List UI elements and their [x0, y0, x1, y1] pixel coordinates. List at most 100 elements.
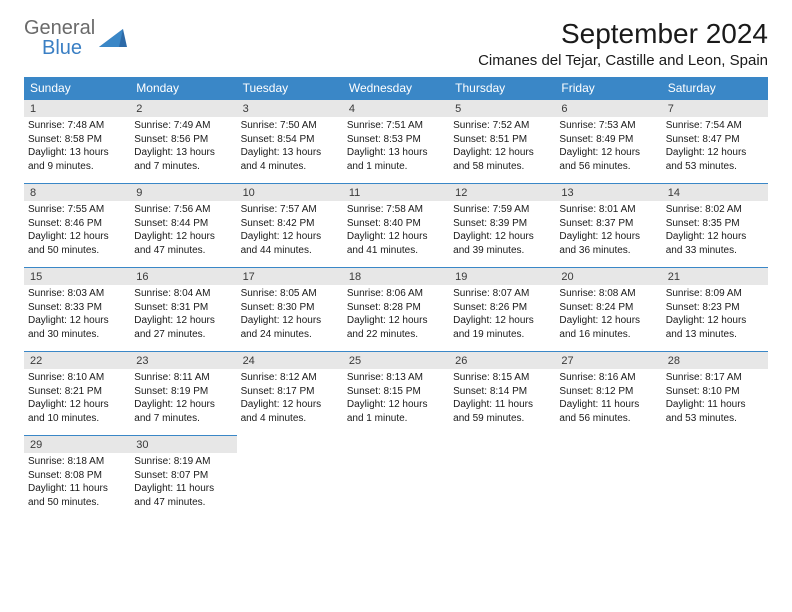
sunset-line: Sunset: 8:44 PM — [134, 217, 232, 231]
dow-cell: Wednesday — [343, 77, 449, 99]
dow-cell: Tuesday — [237, 77, 343, 99]
day-number-cell: 12 — [449, 183, 555, 201]
day-detail-cell: Sunrise: 8:17 AMSunset: 8:10 PMDaylight:… — [662, 369, 768, 435]
weeks-container: 1234567Sunrise: 7:48 AMSunset: 8:58 PMDa… — [24, 99, 768, 519]
sunset-line: Sunset: 8:31 PM — [134, 301, 232, 315]
sunrise-line: Sunrise: 8:18 AM — [28, 455, 126, 469]
location-subtitle: Cimanes del Tejar, Castille and Leon, Sp… — [478, 52, 768, 69]
sunrise-line: Sunrise: 7:51 AM — [347, 119, 445, 133]
day-detail-cell: Sunrise: 8:03 AMSunset: 8:33 PMDaylight:… — [24, 285, 130, 351]
day-number-cell: 9 — [130, 183, 236, 201]
day-number-cell: 4 — [343, 99, 449, 117]
day-detail-cell: Sunrise: 7:58 AMSunset: 8:40 PMDaylight:… — [343, 201, 449, 267]
day-detail-cell — [555, 453, 661, 519]
sunrise-line: Sunrise: 7:55 AM — [28, 203, 126, 217]
day-detail-cell: Sunrise: 7:48 AMSunset: 8:58 PMDaylight:… — [24, 117, 130, 183]
day-detail-cell: Sunrise: 8:01 AMSunset: 8:37 PMDaylight:… — [555, 201, 661, 267]
day-detail-cell: Sunrise: 7:50 AMSunset: 8:54 PMDaylight:… — [237, 117, 343, 183]
daynum-row: 2930 — [24, 435, 768, 453]
daylight-line: Daylight: 12 hours and 36 minutes. — [559, 230, 657, 257]
sunset-line: Sunset: 8:24 PM — [559, 301, 657, 315]
brand-general: General — [24, 18, 95, 38]
day-number-cell: 28 — [662, 351, 768, 369]
sunset-line: Sunset: 8:35 PM — [666, 217, 764, 231]
dow-cell: Thursday — [449, 77, 555, 99]
title-block: September 2024 Cimanes del Tejar, Castil… — [478, 18, 768, 69]
day-detail-cell: Sunrise: 7:51 AMSunset: 8:53 PMDaylight:… — [343, 117, 449, 183]
sunrise-line: Sunrise: 8:01 AM — [559, 203, 657, 217]
sunrise-line: Sunrise: 8:07 AM — [453, 287, 551, 301]
sunrise-line: Sunrise: 7:48 AM — [28, 119, 126, 133]
day-detail-cell: Sunrise: 8:04 AMSunset: 8:31 PMDaylight:… — [130, 285, 236, 351]
day-number-cell — [662, 435, 768, 453]
brand-blue: Blue — [42, 38, 95, 58]
detail-row: Sunrise: 7:55 AMSunset: 8:46 PMDaylight:… — [24, 201, 768, 267]
day-detail-cell: Sunrise: 7:56 AMSunset: 8:44 PMDaylight:… — [130, 201, 236, 267]
day-number-cell: 23 — [130, 351, 236, 369]
sunset-line: Sunset: 8:37 PM — [559, 217, 657, 231]
sunrise-line: Sunrise: 7:52 AM — [453, 119, 551, 133]
sunrise-line: Sunrise: 8:19 AM — [134, 455, 232, 469]
daylight-line: Daylight: 12 hours and 4 minutes. — [241, 398, 339, 425]
sunrise-line: Sunrise: 7:53 AM — [559, 119, 657, 133]
daylight-line: Daylight: 12 hours and 56 minutes. — [559, 146, 657, 173]
day-detail-cell: Sunrise: 7:53 AMSunset: 8:49 PMDaylight:… — [555, 117, 661, 183]
day-number-cell: 2 — [130, 99, 236, 117]
day-number-cell — [237, 435, 343, 453]
day-detail-cell: Sunrise: 8:18 AMSunset: 8:08 PMDaylight:… — [24, 453, 130, 519]
day-detail-cell: Sunrise: 8:07 AMSunset: 8:26 PMDaylight:… — [449, 285, 555, 351]
daylight-line: Daylight: 12 hours and 1 minute. — [347, 398, 445, 425]
daylight-line: Daylight: 12 hours and 53 minutes. — [666, 146, 764, 173]
day-number-cell: 29 — [24, 435, 130, 453]
sunrise-line: Sunrise: 8:11 AM — [134, 371, 232, 385]
daylight-line: Daylight: 13 hours and 7 minutes. — [134, 146, 232, 173]
sunset-line: Sunset: 8:49 PM — [559, 133, 657, 147]
daylight-line: Daylight: 13 hours and 1 minute. — [347, 146, 445, 173]
sunset-line: Sunset: 8:47 PM — [666, 133, 764, 147]
dow-cell: Sunday — [24, 77, 130, 99]
day-detail-cell: Sunrise: 8:02 AMSunset: 8:35 PMDaylight:… — [662, 201, 768, 267]
day-detail-cell — [237, 453, 343, 519]
day-number-cell: 13 — [555, 183, 661, 201]
day-number-cell: 1 — [24, 99, 130, 117]
daylight-line: Daylight: 12 hours and 27 minutes. — [134, 314, 232, 341]
daynum-row: 891011121314 — [24, 183, 768, 201]
daylight-line: Daylight: 13 hours and 9 minutes. — [28, 146, 126, 173]
sunrise-line: Sunrise: 8:05 AM — [241, 287, 339, 301]
day-detail-cell: Sunrise: 8:11 AMSunset: 8:19 PMDaylight:… — [130, 369, 236, 435]
dow-cell: Monday — [130, 77, 236, 99]
day-detail-cell: Sunrise: 8:06 AMSunset: 8:28 PMDaylight:… — [343, 285, 449, 351]
month-title: September 2024 — [478, 18, 768, 50]
sunset-line: Sunset: 8:26 PM — [453, 301, 551, 315]
daynum-row: 1234567 — [24, 99, 768, 117]
sunset-line: Sunset: 8:23 PM — [666, 301, 764, 315]
day-detail-cell: Sunrise: 8:16 AMSunset: 8:12 PMDaylight:… — [555, 369, 661, 435]
sunset-line: Sunset: 8:07 PM — [134, 469, 232, 483]
sunset-line: Sunset: 8:12 PM — [559, 385, 657, 399]
daylight-line: Daylight: 12 hours and 50 minutes. — [28, 230, 126, 257]
sunset-line: Sunset: 8:17 PM — [241, 385, 339, 399]
sunset-line: Sunset: 8:58 PM — [28, 133, 126, 147]
detail-row: Sunrise: 8:03 AMSunset: 8:33 PMDaylight:… — [24, 285, 768, 351]
detail-row: Sunrise: 7:48 AMSunset: 8:58 PMDaylight:… — [24, 117, 768, 183]
day-number-cell: 21 — [662, 267, 768, 285]
day-number-cell: 27 — [555, 351, 661, 369]
sunrise-line: Sunrise: 8:02 AM — [666, 203, 764, 217]
daylight-line: Daylight: 11 hours and 59 minutes. — [453, 398, 551, 425]
daylight-line: Daylight: 12 hours and 16 minutes. — [559, 314, 657, 341]
sunrise-line: Sunrise: 7:59 AM — [453, 203, 551, 217]
daylight-line: Daylight: 12 hours and 47 minutes. — [134, 230, 232, 257]
sunrise-line: Sunrise: 8:03 AM — [28, 287, 126, 301]
sunrise-line: Sunrise: 7:58 AM — [347, 203, 445, 217]
sunrise-line: Sunrise: 8:10 AM — [28, 371, 126, 385]
day-number-cell: 15 — [24, 267, 130, 285]
daylight-line: Daylight: 12 hours and 58 minutes. — [453, 146, 551, 173]
sunset-line: Sunset: 8:46 PM — [28, 217, 126, 231]
daylight-line: Daylight: 12 hours and 33 minutes. — [666, 230, 764, 257]
day-number-cell: 19 — [449, 267, 555, 285]
daylight-line: Daylight: 13 hours and 4 minutes. — [241, 146, 339, 173]
daylight-line: Daylight: 12 hours and 10 minutes. — [28, 398, 126, 425]
daylight-line: Daylight: 11 hours and 53 minutes. — [666, 398, 764, 425]
sunset-line: Sunset: 8:42 PM — [241, 217, 339, 231]
daylight-line: Daylight: 12 hours and 24 minutes. — [241, 314, 339, 341]
